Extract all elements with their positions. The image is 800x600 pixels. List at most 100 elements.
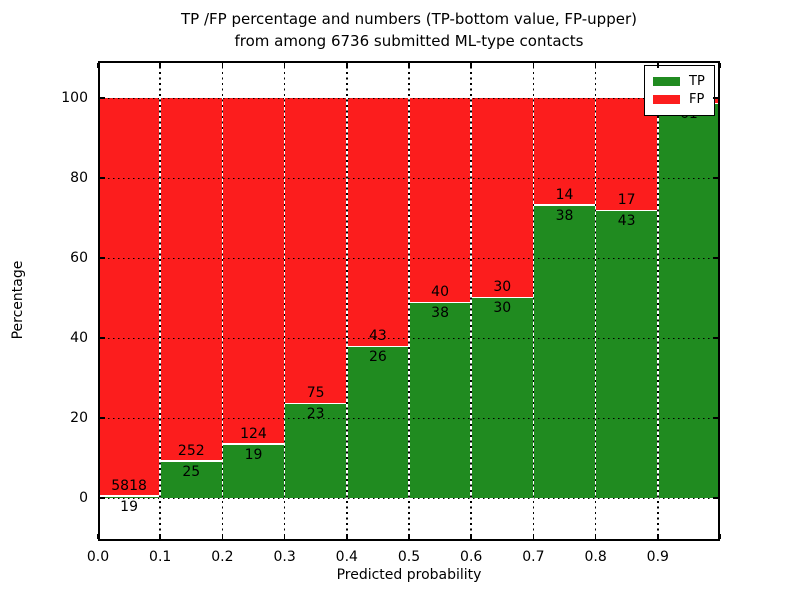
axis-tick (657, 63, 659, 68)
axis-tick (100, 417, 105, 419)
y-tick-label: 20 (70, 410, 88, 426)
y-tick-label: 60 (70, 250, 88, 266)
x-tick-label: 0.8 (584, 549, 607, 565)
axis-tick (408, 63, 410, 68)
bar-segment-tp (284, 404, 347, 498)
axis-tick (100, 337, 105, 339)
tp-count-label: 26 (368, 349, 387, 366)
bar-segment-tp (533, 205, 596, 498)
tp-count-label: 43 (617, 213, 636, 230)
bar-segment-fp (160, 98, 223, 462)
v-gridline (470, 61, 472, 541)
bar-segment-divider (533, 204, 596, 206)
axis-tick (221, 63, 224, 68)
chart-title-line1: TP /FP percentage and numbers (TP-bottom… (181, 10, 637, 28)
fp-count-label: 14 (555, 186, 574, 203)
axis-tick (408, 534, 410, 539)
axis-tick (159, 534, 161, 539)
legend-label-tp: TP (689, 74, 705, 89)
bar-segment-tp (595, 211, 658, 498)
tp-count-label: 19 (244, 446, 263, 463)
x-tick-label: 0.5 (397, 549, 421, 565)
bar-segment-fp (533, 98, 596, 206)
axis-tick (221, 534, 224, 539)
legend-label-fp: FP (689, 92, 705, 107)
x-tick-label: 0.4 (335, 549, 358, 565)
fp-count-label: 17 (617, 192, 636, 209)
bar-segment-tp (657, 104, 720, 498)
axis-tick (346, 534, 348, 539)
bar-segment-fp (409, 98, 472, 304)
axis-tick (100, 97, 105, 99)
fp-count-label: 40 (431, 284, 449, 301)
bar-segment-divider (284, 402, 347, 405)
bar-segment-fp (346, 98, 409, 348)
stacked-bar: 17 43 (595, 98, 658, 498)
v-gridline (283, 61, 286, 541)
v-gridline (159, 61, 161, 541)
bar-segment-divider (346, 345, 409, 348)
x-tick-label: 0.0 (86, 549, 110, 565)
bar-segment-fp (284, 98, 347, 405)
axis-tick (713, 497, 718, 499)
fp-count-label: 5818 (111, 477, 147, 494)
v-gridline (408, 61, 410, 541)
bar-segment-divider (98, 495, 161, 497)
legend-swatch-fp (653, 95, 680, 104)
bar-segment-tp (409, 303, 472, 498)
v-gridline (594, 61, 597, 541)
y-tick-label: 40 (70, 330, 88, 346)
v-gridline (346, 61, 348, 541)
axis-spine-top (98, 61, 720, 63)
axis-tick (97, 63, 99, 68)
fp-count-label: 43 (368, 328, 387, 345)
v-gridline (221, 61, 224, 541)
y-tick-label: 100 (61, 90, 88, 106)
axis-tick (100, 257, 105, 259)
legend-swatch-tp (653, 77, 680, 86)
axis-tick (159, 63, 161, 68)
axis-tick (713, 257, 718, 259)
legend-item-fp: FP (653, 92, 705, 107)
x-tick-label: 0.3 (273, 549, 296, 565)
stacked-bar: 14 38 (533, 98, 596, 498)
axis-tick (532, 63, 535, 68)
bar-segment-tp (346, 347, 409, 498)
y-tick-label: 80 (70, 170, 88, 186)
axis-tick (283, 63, 286, 68)
tp-count-label: 38 (555, 207, 574, 224)
tp-count-label: 30 (493, 300, 512, 316)
chart-title-line2: from among 6736 submitted ML-type contac… (234, 32, 584, 50)
bar-segment-fp (595, 98, 658, 212)
bar-segment-tp (222, 444, 285, 498)
axis-tick (532, 534, 535, 539)
fp-count-label: 252 (177, 442, 205, 459)
plot-area: 5818 19 252 25 124 19 75 23 43 26 40 38 30 30 14 38 17 43… (97, 61, 721, 541)
x-axis-label: Predicted probability (336, 567, 482, 583)
bar-segment-tp (160, 461, 223, 498)
bar-segment-divider (222, 443, 285, 445)
v-gridline (657, 61, 659, 541)
bar-segment-divider (409, 301, 472, 304)
axis-tick (346, 63, 348, 68)
y-tick-label: 0 (79, 490, 88, 506)
bar-segment-divider (160, 460, 223, 462)
x-tick-label: 0.1 (149, 549, 172, 565)
bar-segment-fp (222, 98, 285, 445)
tp-count-label: 25 (182, 463, 201, 480)
axis-tick (470, 534, 472, 539)
x-tick-label: 0.2 (211, 549, 234, 565)
axis-tick (719, 63, 721, 68)
axis-tick (713, 177, 718, 179)
bar-segment-fp (98, 98, 161, 497)
axis-tick (594, 63, 597, 68)
tp-count-label: 19 (120, 498, 138, 515)
bar-segment-tp (471, 298, 534, 498)
axis-spine-right (718, 61, 720, 541)
y-axis-label: Percentage (10, 260, 26, 340)
stacked-bar: 43 26 (346, 98, 409, 498)
stacked-bar: 30 30 (471, 98, 534, 498)
bar-segment-divider (471, 296, 534, 298)
axis-tick (713, 417, 718, 419)
